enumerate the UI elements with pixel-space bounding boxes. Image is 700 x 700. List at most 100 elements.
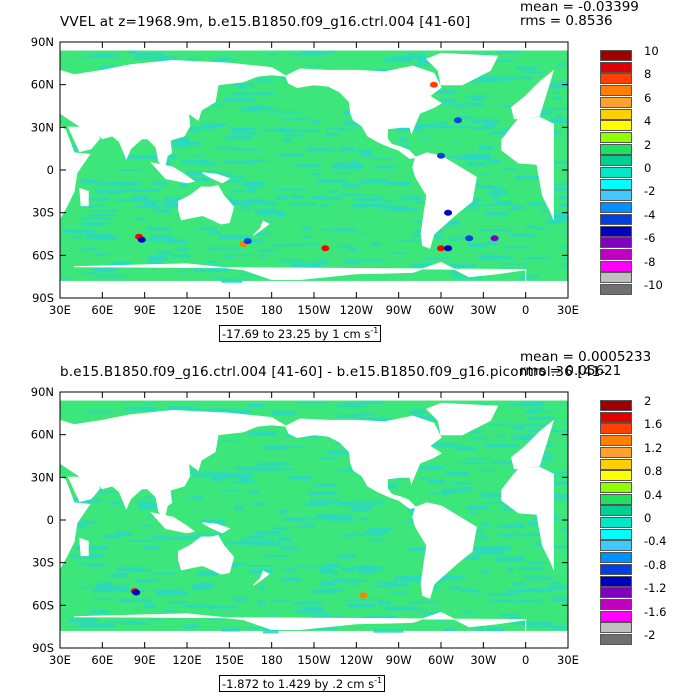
field-streak <box>131 195 148 201</box>
field-streak <box>497 525 511 528</box>
lat-label: 90S <box>32 291 54 305</box>
field-streak <box>562 245 568 249</box>
field-streak <box>492 189 506 192</box>
field-streak <box>463 208 478 211</box>
field-streak <box>194 155 202 157</box>
field-streak <box>174 141 201 145</box>
field-streak <box>191 585 209 590</box>
field-streak <box>518 566 544 571</box>
field-streak <box>171 254 191 258</box>
field-streak <box>549 188 568 191</box>
field-streak <box>257 201 278 205</box>
field-streak <box>212 104 223 107</box>
field-streak <box>247 627 278 629</box>
lon-label: 120W <box>340 303 373 317</box>
field-streak <box>225 541 256 545</box>
field-streak <box>481 173 492 175</box>
field-streak <box>565 536 568 540</box>
rms-label: rms = 0.05621 <box>520 363 622 379</box>
field-streak <box>238 86 248 89</box>
land-mask <box>60 116 555 220</box>
field-streak <box>192 269 212 272</box>
field-streak <box>354 599 384 601</box>
field-streak <box>97 582 112 586</box>
panel-title: b.e15.B1850.f09_g16.ctrl.004 [41-60] - b… <box>60 364 606 380</box>
field-streak <box>294 547 301 551</box>
field-streak <box>370 242 382 247</box>
field-streak <box>337 554 357 559</box>
field-streak <box>566 430 568 435</box>
field-streak <box>70 554 98 559</box>
field-streak <box>242 536 264 539</box>
field-streak <box>436 619 446 622</box>
field-streak <box>449 586 462 590</box>
field-streak <box>354 259 385 262</box>
land-mask <box>178 535 235 575</box>
field-streak <box>94 267 117 272</box>
field-streak <box>222 160 257 164</box>
colorbar-label: 1.6 <box>644 417 663 432</box>
field-streak <box>249 490 260 494</box>
field-streak <box>511 424 524 428</box>
field-streak <box>486 241 498 245</box>
field-streak <box>473 590 481 593</box>
field-streak <box>460 588 474 593</box>
field-streak <box>179 136 188 141</box>
colorbar-label: -0.4 <box>644 534 667 549</box>
lat-label: 60N <box>31 78 54 92</box>
colorbar-label: -2 <box>644 628 656 642</box>
field-streak <box>340 193 365 196</box>
field-streak <box>462 611 476 614</box>
field-streak <box>179 184 188 188</box>
field-streak <box>532 429 547 433</box>
field-streak <box>177 247 187 252</box>
colorbar-swatch <box>600 96 632 108</box>
colorbar-swatch <box>600 120 632 132</box>
field-streak <box>295 609 324 614</box>
field-streak <box>325 128 343 130</box>
lat-label: 90S <box>32 641 54 655</box>
field-streak <box>497 76 531 80</box>
field-streak <box>291 129 320 133</box>
field-streak <box>552 545 568 549</box>
field-streak <box>415 609 428 611</box>
colorbar-swatch <box>600 225 632 237</box>
field-streak <box>355 413 373 416</box>
field-streak <box>164 202 184 205</box>
colorbar-label: -2 <box>644 184 656 199</box>
field-streak <box>521 401 544 405</box>
field-streak <box>204 161 217 166</box>
field-streak <box>542 83 561 86</box>
lon-label: 180 <box>261 653 283 667</box>
field-streak <box>282 138 293 143</box>
field-streak <box>535 228 548 231</box>
field-streak <box>529 407 544 411</box>
field-streak <box>523 434 544 439</box>
field-streak <box>450 270 465 275</box>
land-mask <box>412 502 477 599</box>
field-streak <box>352 566 384 570</box>
field-streak <box>550 585 568 590</box>
field-streak <box>152 572 176 575</box>
field-streak <box>264 554 290 557</box>
field-streak <box>222 97 256 102</box>
field-streak <box>344 259 358 264</box>
field-streak <box>211 408 231 413</box>
land-mask <box>426 52 499 86</box>
lon-label: 90E <box>134 653 156 667</box>
field-streak <box>309 173 322 176</box>
land-mask <box>67 126 101 153</box>
field-streak <box>268 612 277 615</box>
field-streak <box>526 626 538 628</box>
lon-label: 90W <box>386 303 412 317</box>
field-streak <box>484 501 517 504</box>
field-streak <box>515 175 546 180</box>
field-streak <box>339 147 355 151</box>
field-streak <box>144 402 153 405</box>
field-streak <box>232 563 248 566</box>
lat-label: 30N <box>31 120 54 134</box>
field-streak <box>165 160 172 165</box>
field-streak <box>509 233 534 237</box>
field-streak <box>347 604 375 608</box>
field-streak <box>297 525 308 528</box>
